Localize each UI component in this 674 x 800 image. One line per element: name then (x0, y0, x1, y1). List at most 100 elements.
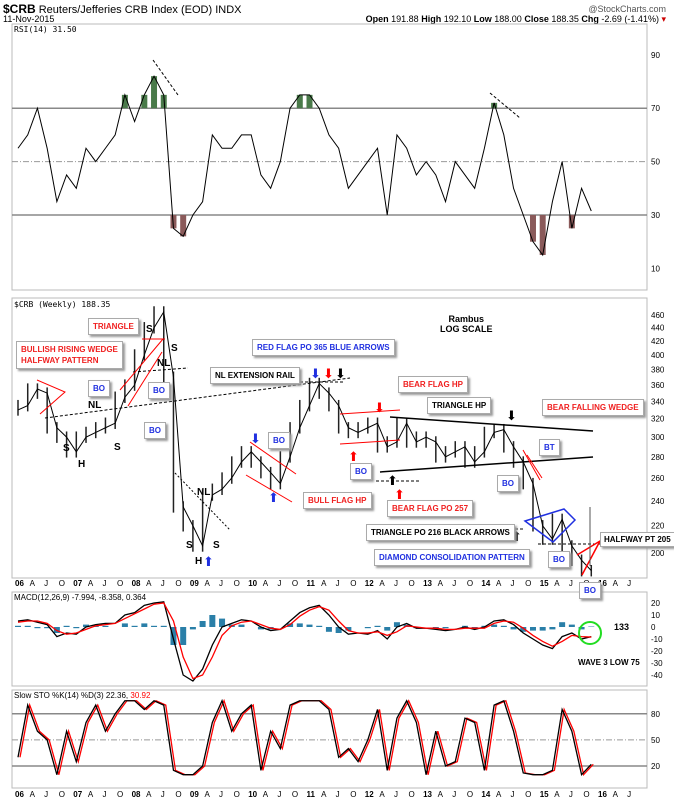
x-tick-label: 07 (73, 579, 82, 588)
price-line (17, 310, 592, 571)
y-tick-label: 400 (651, 351, 665, 360)
shoulder-label: S (146, 324, 153, 335)
macd-histogram-bar (219, 618, 226, 627)
macd-histogram-bar (15, 625, 21, 627)
x-tick-label: J (102, 790, 106, 799)
macd-histogram-bar (568, 624, 575, 627)
ohlc-readout: Open 191.88 High 192.10 Low 188.00 Close… (365, 14, 666, 24)
wedge-line (127, 351, 163, 407)
wedge-line (119, 338, 164, 391)
x-tick-label: A (321, 579, 327, 588)
bear-flag-po-label: BEAR FLAG PO 257 (387, 500, 474, 517)
x-tick-label: 07 (73, 790, 82, 799)
bull-flag-line (249, 441, 297, 475)
y-tick-label: 30 (651, 211, 660, 220)
x-tick-label: O (117, 579, 123, 588)
x-tick-label: O (467, 579, 473, 588)
wedge-label: BULLISH RISING WEDGE HALFWAY PATTERN (16, 341, 123, 369)
y-tick-label: 0 (651, 623, 656, 632)
y-tick-label: 460 (651, 311, 665, 320)
red-flag-label: RED FLAG PO 365 BLUE ARROWS (252, 339, 395, 356)
rsi-line (17, 75, 592, 257)
macd-histogram-bar (500, 625, 507, 627)
x-tick-label: A (496, 790, 502, 799)
chart-date: 11-Nov-2015 (3, 14, 55, 24)
y-tick-label: 80 (651, 710, 660, 719)
price-legend: $CRB (Weekly) 188.35 (14, 300, 111, 309)
falling-wedge-line (526, 454, 543, 479)
bo-label: BO (144, 422, 166, 439)
rsi-legend: RSI(14) 31.50 (14, 25, 77, 34)
y-tick-label: 10 (651, 264, 660, 273)
halfway-label: HALFWAY PT 205 (600, 532, 674, 547)
x-tick-label: J (161, 579, 165, 588)
up-arrow-icon: ⬆ (348, 450, 359, 465)
x-tick-label: J (277, 579, 281, 588)
y-tick-label: 360 (651, 381, 665, 390)
macd-histogram-bar (257, 627, 264, 630)
x-tick-label: O (350, 579, 356, 588)
x-tick-label: O (59, 579, 65, 588)
y-tick-label: 380 (651, 366, 665, 375)
y-tick-label: 50 (651, 158, 660, 167)
up-arrow-icon: ⬆ (394, 488, 405, 503)
bo-label: BO (350, 463, 372, 480)
arrows: ⬇ ⬇ ⬇ ⬇ ⬇ ⬇ ⬆ ⬆ ⬆ ⬆ ⬆ ⬆ (203, 367, 522, 570)
y-tick-label: 340 (651, 397, 665, 406)
down-arrow-icon: ▾ (661, 14, 666, 24)
x-tick-label: O (117, 790, 123, 799)
x-tick-label: A (379, 790, 385, 799)
macd-histogram-bar (549, 627, 556, 630)
x-tick-label: J (394, 579, 398, 588)
x-tick-label: A (30, 790, 36, 799)
x-tick-label: O (59, 790, 65, 799)
x-tick-label: O (175, 790, 181, 799)
x-tick-label: 15 (540, 579, 549, 588)
x-tick-label: J (627, 790, 631, 799)
x-tick-label: 15 (540, 790, 549, 799)
x-tick-label: J (569, 790, 573, 799)
macd-histogram-bar (209, 615, 216, 627)
macd-histogram-bar (83, 624, 90, 627)
x-tick-label: J (511, 790, 515, 799)
macd-histogram-bar (316, 625, 323, 627)
macd-histogram-bar (529, 627, 536, 631)
macd-histogram-bar (393, 622, 400, 627)
nl-label: NL (197, 487, 211, 498)
up-arrow-icon: ⬆ (268, 491, 279, 506)
x-tick-label: A (379, 579, 385, 588)
x-tick-label: J (452, 579, 456, 588)
head-label: H (195, 556, 203, 567)
macd-histogram-bar (73, 627, 80, 629)
shoulder-label: S (213, 540, 220, 551)
x-tick-label: 06 (15, 790, 24, 799)
macd-panel (11, 591, 648, 687)
head-label: H (78, 459, 86, 470)
y-tick-label: 10 (651, 611, 660, 620)
y-tick-label: 300 (651, 433, 665, 442)
bo-label: BO (268, 432, 290, 449)
x-tick-label: A (263, 579, 269, 588)
x-tick-label: 12 (365, 579, 374, 588)
macd-signal-line (17, 602, 592, 680)
x-tick-label: A (496, 579, 502, 588)
macd-histogram-bar (151, 625, 158, 627)
x-tick-label: 10 (248, 579, 257, 588)
macd-histogram-bar (306, 624, 313, 627)
x-tick-label: J (219, 790, 223, 799)
x-tick-label: A (554, 579, 560, 588)
macd-histogram-bar (160, 625, 167, 627)
diamond-pattern (523, 508, 577, 543)
bull-flag-label: BULL FLAG HP (303, 492, 372, 509)
x-tick-label: A (146, 790, 152, 799)
x-tick-label: 11 (307, 790, 316, 799)
x-tick-label: 09 (190, 579, 199, 588)
x-tick-label: A (204, 790, 210, 799)
x-tick-label: O (234, 790, 240, 799)
x-tick-label: J (219, 579, 223, 588)
x-tick-label: 10 (248, 790, 257, 799)
x-tick-label: A (88, 579, 94, 588)
sto-k-line (17, 698, 592, 777)
bo-label: BO (579, 582, 601, 599)
